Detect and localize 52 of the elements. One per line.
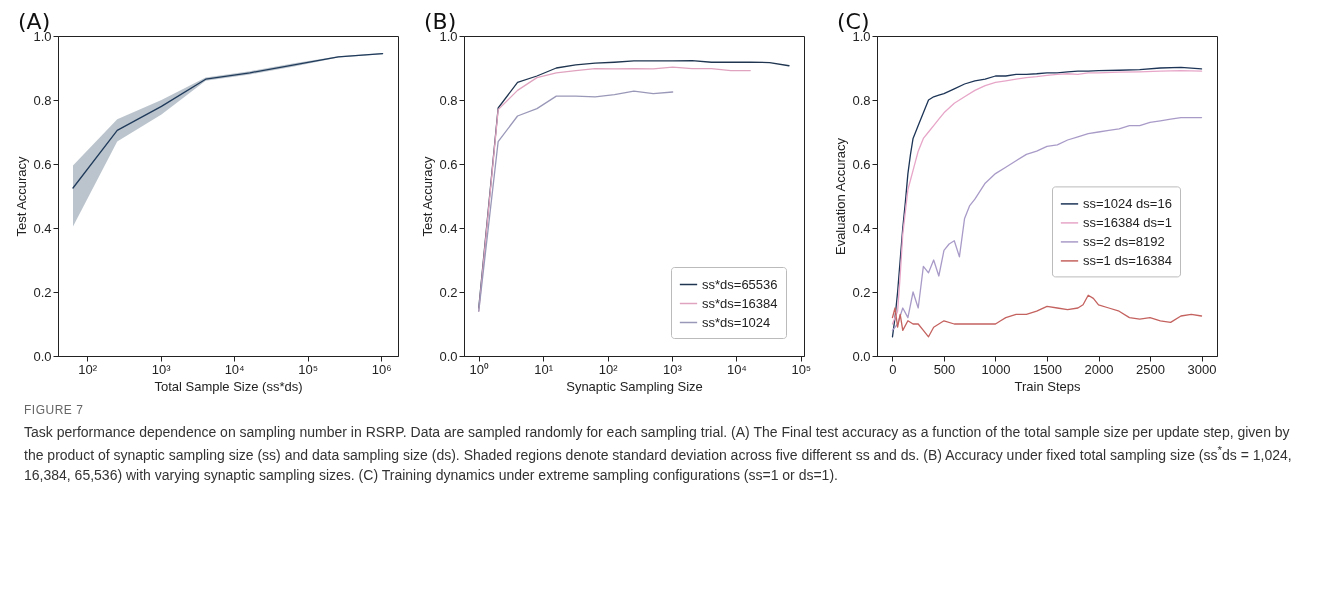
x-axis-title: Synaptic Sampling Size [566, 378, 703, 394]
y-tick-label: 0.8 [439, 92, 458, 108]
y-tick-label: 0.6 [852, 156, 871, 172]
x-tick-label: 10⁵ [298, 361, 319, 377]
x-tick-label: 500 [933, 361, 956, 377]
line-series [891, 294, 1203, 338]
x-tick-label: 10² [598, 361, 619, 377]
legend-label: ss=16384 ds=1 [1083, 214, 1172, 230]
x-tick-label: 2500 [1136, 361, 1165, 377]
line-series [891, 116, 1203, 332]
line-series [478, 90, 674, 312]
y-tick-label: 0.6 [33, 156, 52, 172]
x-tick-label: 10² [78, 361, 98, 377]
x-tick-label: 10⁵ [791, 361, 812, 377]
line-series [72, 52, 384, 189]
y-tick-label: 0.4 [852, 220, 871, 236]
text: Task performance dependence on sampling number in RSRP. Data are sampled randomly for each sampling trial. (A) The Final test accuracy as a function of the total sample size per update step, given by the product of synaptic sampling size (ss) and data sampling size (ds). Shaded regions denote standard deviation across five different ss and ds. (B) Accuracy under fixed total sampling size (ss$^{*}$ds = 1,024, 16,384, 65,536) with varying synaptic sampling sizes. (C) Training dynamics under extreme sampling configurations (ss=1 or ds=1). [24, 423, 1292, 483]
y-tick-label: 0.8 [852, 92, 871, 108]
x-tick-label: 1500 [1033, 361, 1062, 377]
x-axis-title: Total Sample Size (ss*ds) [154, 378, 303, 394]
legend-label: ss*ds=16384 [702, 295, 778, 311]
y-axis-title: Test Accuracy [14, 155, 30, 237]
legend-label: ss*ds=1024 [702, 314, 771, 330]
x-tick-label: 3000 [1187, 361, 1217, 377]
x-tick-label: 10⁴ [726, 361, 747, 377]
legend-label: ss=1024 ds=16 [1083, 195, 1172, 211]
x-tick-label: 10³ [151, 361, 172, 377]
x-tick-label: 2000 [1084, 361, 1114, 377]
y-tick-label: 0.0 [439, 348, 458, 364]
y-tick-label: 0.4 [33, 220, 52, 236]
x-tick-label: 10¹ [534, 361, 554, 377]
legend-label: ss*ds=65536 [702, 276, 778, 292]
x-tick-label: 10⁰ [469, 361, 489, 377]
x-tick-label: 1000 [981, 361, 1011, 377]
y-tick-label: 0.4 [439, 220, 458, 236]
y-tick-label: 0.2 [439, 284, 458, 300]
x-tick-label: 0 [889, 361, 897, 377]
x-tick-label: 10³ [663, 361, 683, 377]
y-tick-label: 0.2 [852, 284, 871, 300]
y-tick-label: 0.8 [33, 92, 52, 108]
legend-label: ss=1 ds=16384 [1083, 252, 1172, 268]
y-tick-label: 0.6 [439, 156, 458, 172]
x-tick-label: 10⁴ [224, 361, 245, 377]
y-axis-title: Test Accuracy [420, 155, 436, 237]
caption: FIGURE 7 [24, 402, 85, 419]
y-tick-label: 0.0 [33, 348, 52, 364]
x-tick-label: 10⁶ [371, 361, 392, 377]
y-tick-label: 0.2 [33, 284, 52, 300]
x-axis-title: Train Steps [1014, 378, 1081, 394]
y-axis-title: Evaluation Accuracy [833, 137, 849, 256]
legend-label: ss=2 ds=8192 [1083, 233, 1165, 249]
y-tick-label: 0.0 [852, 348, 871, 364]
